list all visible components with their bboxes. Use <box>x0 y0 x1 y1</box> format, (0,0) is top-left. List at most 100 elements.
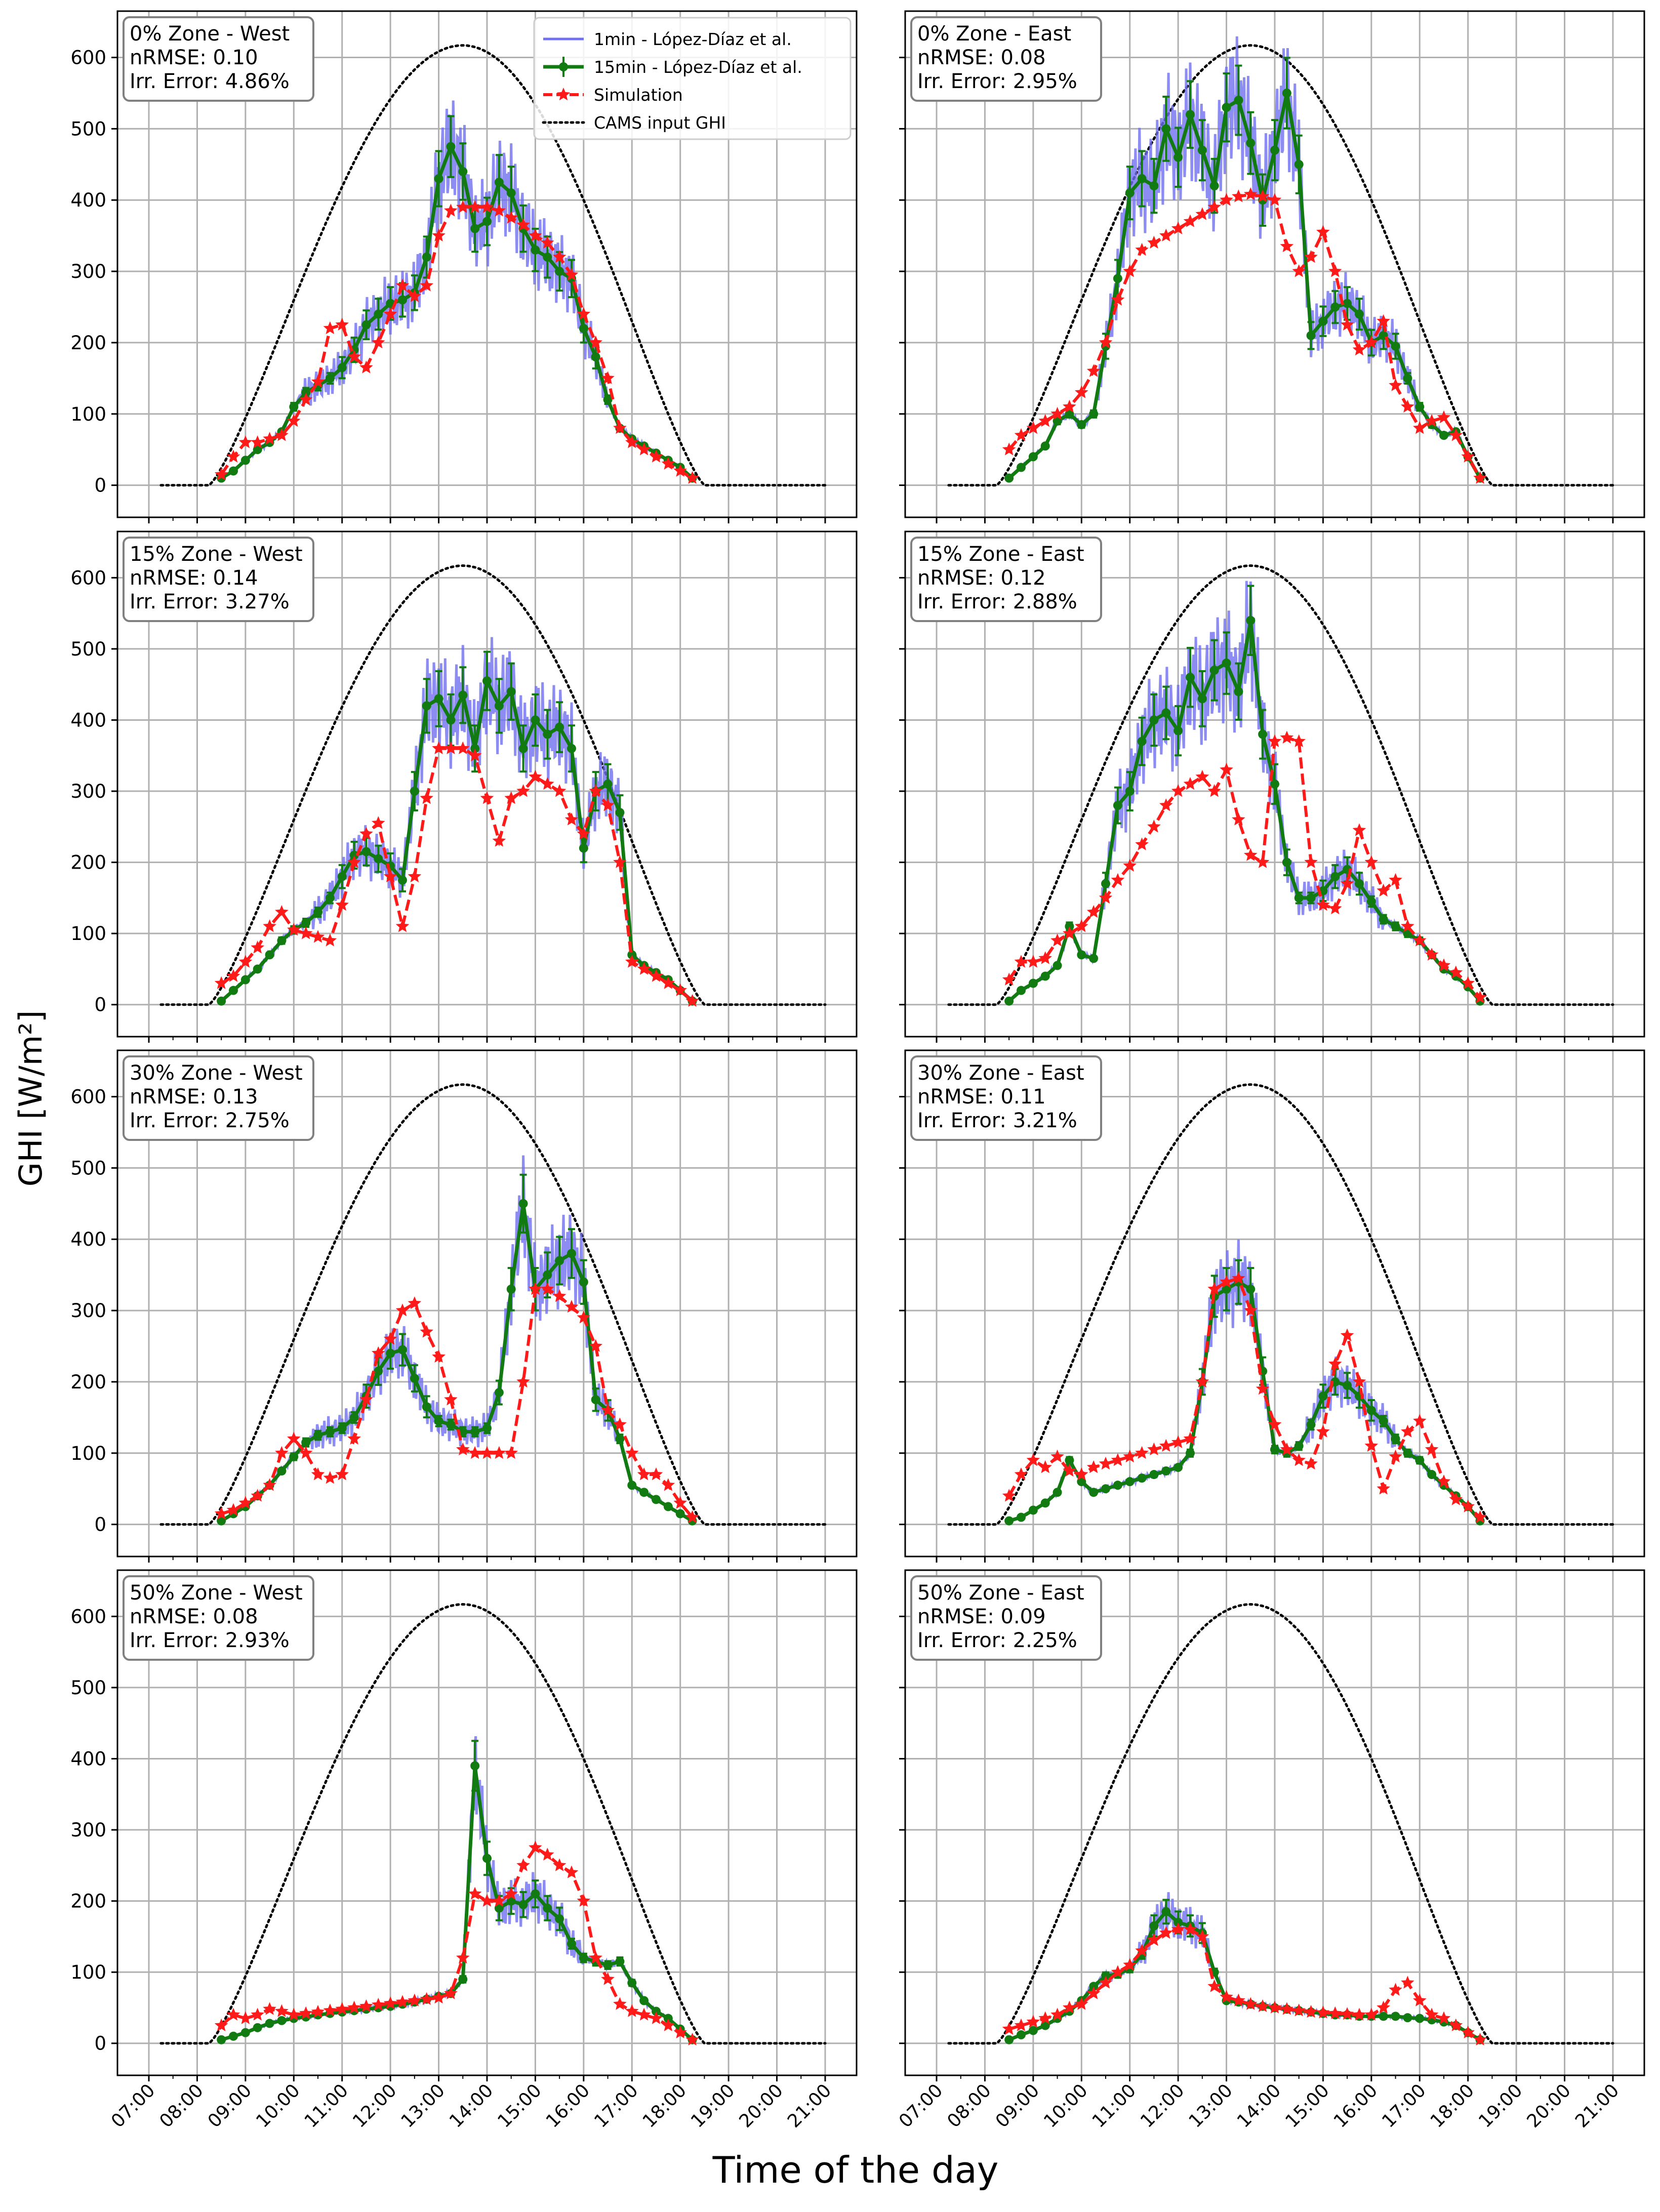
measurement-15min-point <box>1028 1505 1038 1515</box>
measurement-15min-point <box>1028 452 1038 462</box>
measurement-15min-point <box>579 843 588 853</box>
measurement-15min-point <box>1125 188 1135 198</box>
measurement-15min-point <box>1173 1917 1183 1927</box>
measurement-15min-point <box>1149 715 1159 725</box>
simulation-point <box>1183 777 1197 790</box>
simulation-point <box>214 976 228 989</box>
simulation-point <box>649 2011 663 2024</box>
axes-frame <box>116 10 858 518</box>
simulation-point <box>468 200 482 213</box>
simulation-point <box>226 1503 240 1516</box>
simulation-point <box>1304 1456 1318 1470</box>
measurement-15min-point <box>325 374 335 383</box>
simulation-point <box>456 741 470 754</box>
simulation-point <box>1316 2005 1330 2019</box>
measurement-15min-point <box>518 1900 528 1909</box>
measurement-15min-point <box>374 854 383 864</box>
y-tick-label: 100 <box>70 403 106 425</box>
simulation-point <box>1232 189 1245 202</box>
legend-label: Simulation <box>594 85 683 105</box>
simulation-point <box>1147 1933 1161 1946</box>
simulation-point <box>1026 1453 1040 1466</box>
simulation-point <box>1086 1460 1101 1473</box>
annotation-box <box>123 16 314 102</box>
cams-ghi-line <box>947 1083 1614 1526</box>
simulation-point <box>420 1992 433 2005</box>
simulation-line <box>1007 736 1481 999</box>
simulation-point <box>1123 1958 1137 1971</box>
simulation-point <box>275 905 289 918</box>
irr-error-label: Irr. Error: 2.95% <box>917 70 1077 93</box>
simulation-point <box>311 375 325 388</box>
measurement-15min-point <box>434 174 443 183</box>
simulation-point <box>492 1446 506 1459</box>
simulation-point <box>383 1332 397 1345</box>
simulation-point <box>673 983 687 996</box>
simulation-point <box>1135 1944 1149 1957</box>
measurement-15min-point <box>1040 441 1050 451</box>
simulation-point <box>1159 798 1173 811</box>
y-tick-label: 0 <box>94 2033 106 2055</box>
measurement-15min-point <box>1077 950 1086 960</box>
simulation-point <box>1364 2008 1379 2021</box>
simulation-point <box>214 2018 228 2031</box>
simulation-point <box>1075 1467 1088 1481</box>
measurement-15min-point <box>1354 879 1364 888</box>
simulation-point <box>444 741 458 754</box>
measurement-15min-point <box>1258 729 1268 739</box>
simulation-point <box>444 1986 458 1999</box>
measurement-15min-point <box>506 687 516 697</box>
simulation-point <box>456 200 470 213</box>
measurement-15min-line <box>1007 620 1482 1003</box>
simulation-point <box>1449 428 1463 441</box>
measurement-15min-point <box>1343 1380 1352 1390</box>
simulation-point <box>287 414 301 427</box>
measurement-15min-line <box>221 1766 694 2042</box>
measurement-15min-point <box>639 1488 649 1497</box>
simulation-point <box>1268 1417 1282 1430</box>
simulation-point <box>1437 410 1451 424</box>
measurement-15min-point <box>1040 1498 1050 1508</box>
measurement-15min-point <box>627 1978 637 1988</box>
simulation-point <box>335 898 349 911</box>
measurement-15min-point <box>240 456 250 465</box>
measurement-15min-point <box>446 142 456 151</box>
measurement-15min-point <box>1379 915 1388 924</box>
simulation-point <box>1473 2032 1487 2045</box>
simulation-point <box>1449 1492 1463 1505</box>
measurement-15min-point <box>555 267 564 276</box>
simulation-point <box>287 1431 301 1445</box>
simulation-point <box>311 2004 325 2018</box>
simulation-point <box>1014 1467 1028 1481</box>
measurement-15min-point <box>1197 694 1207 704</box>
simulation-line <box>220 1846 694 2041</box>
measurement-15min-point <box>1077 1477 1086 1487</box>
simulation-point <box>1171 1435 1185 1448</box>
panel-title: 30% Zone - West <box>130 1061 303 1085</box>
simulation-point <box>492 1894 506 1907</box>
measurement-15min-point <box>1294 1441 1304 1451</box>
measurement-15min-point <box>1040 971 1050 981</box>
simulation-point <box>589 784 602 797</box>
simulation-point <box>408 1296 422 1309</box>
simulation-point <box>299 2006 313 2019</box>
simulation-point <box>1413 421 1427 434</box>
simulation-point <box>1401 399 1414 413</box>
simulation-point <box>1244 187 1258 200</box>
measurement-15min-point <box>1101 1971 1111 1981</box>
measurement-15min-point <box>615 1434 625 1444</box>
y-tick-label: 400 <box>70 1228 106 1250</box>
simulation-point <box>383 1996 397 2010</box>
simulation-point <box>251 1489 264 1502</box>
simulation-point <box>1147 235 1161 249</box>
measurement-15min-point <box>506 188 516 198</box>
measurement-15min-point <box>579 1277 588 1287</box>
plot-area <box>947 1603 1614 2045</box>
simulation-point <box>444 203 458 217</box>
measurement-15min-point <box>1403 374 1412 383</box>
simulation-point <box>516 1374 530 1388</box>
simulation-point <box>1123 264 1137 277</box>
simulation-point <box>552 1289 566 1302</box>
simulation-point <box>1461 2025 1475 2038</box>
simulation-point <box>564 812 579 826</box>
